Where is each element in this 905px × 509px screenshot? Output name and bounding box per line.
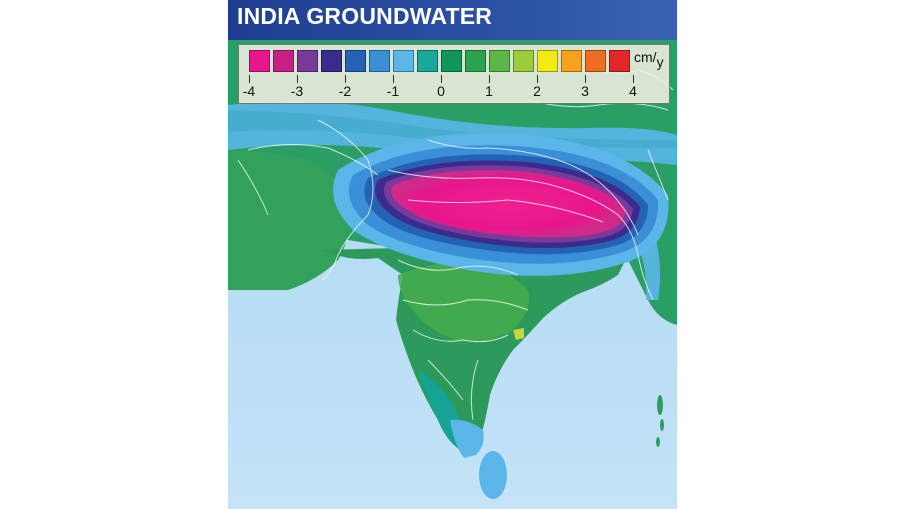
peninsula	[323, 248, 628, 450]
title-bar: INDIA GROUNDWATER	[228, 0, 677, 40]
legend-tick-label: 1	[485, 83, 493, 99]
legend-swatch	[273, 50, 294, 72]
legend-tick	[297, 75, 298, 83]
map-title: INDIA GROUNDWATER	[237, 3, 493, 29]
legend-swatch	[345, 50, 366, 72]
legend-swatch	[513, 50, 534, 72]
legend-tick-label: -2	[338, 83, 352, 99]
legend-tick	[345, 75, 346, 83]
legend-swatch	[585, 50, 606, 72]
east-blue-band	[613, 195, 661, 300]
legend-swatch	[561, 50, 582, 72]
border-lines	[237, 59, 674, 421]
legend-tick-label: -3	[290, 83, 304, 99]
andaman-islands	[656, 395, 664, 447]
legend: cm/y -4 -3 -2 -1 0 1 2 3 4	[238, 44, 670, 104]
legend-swatch	[321, 50, 342, 72]
yellow-spot	[513, 328, 524, 340]
legend-tick	[393, 75, 394, 83]
legend-tick	[537, 75, 538, 83]
legend-tick-label: 0	[437, 83, 445, 99]
legend-tick-label: 4	[629, 83, 637, 99]
legend-tick-label: 3	[581, 83, 589, 99]
legend-swatch	[489, 50, 510, 72]
unit-sub: y	[656, 54, 664, 70]
legend-tick-label: -1	[386, 83, 400, 99]
unit-main: cm	[634, 49, 653, 65]
legend-tick	[441, 75, 442, 83]
legend-tick	[633, 75, 634, 83]
unit-separator: /	[652, 49, 657, 65]
map-panel: INDIA GROUNDWATER cm/y -4 -3 -2 -1 0 1 2 3 4	[228, 0, 677, 509]
sri-lanka	[479, 451, 507, 499]
legend-swatch	[441, 50, 462, 72]
west-region	[228, 150, 350, 290]
legend-tick	[585, 75, 586, 83]
legend-swatch	[393, 50, 414, 72]
legend-swatch	[537, 50, 558, 72]
depletion-hotspot	[391, 170, 626, 238]
legend-tick	[249, 75, 250, 83]
legend-swatch	[465, 50, 486, 72]
legend-tick-label: 2	[533, 83, 541, 99]
legend-tick	[489, 75, 490, 83]
legend-swatch	[297, 50, 318, 72]
legend-swatch	[369, 50, 390, 72]
legend-tick-label: -4	[242, 83, 256, 99]
legend-unit: cm/y	[634, 49, 664, 70]
legend-swatch	[417, 50, 438, 72]
legend-swatch	[249, 50, 270, 72]
south-tip-blue	[450, 419, 484, 458]
legend-swatch	[609, 50, 630, 72]
north-teal-band	[228, 110, 677, 148]
legend-swatches	[249, 50, 633, 72]
